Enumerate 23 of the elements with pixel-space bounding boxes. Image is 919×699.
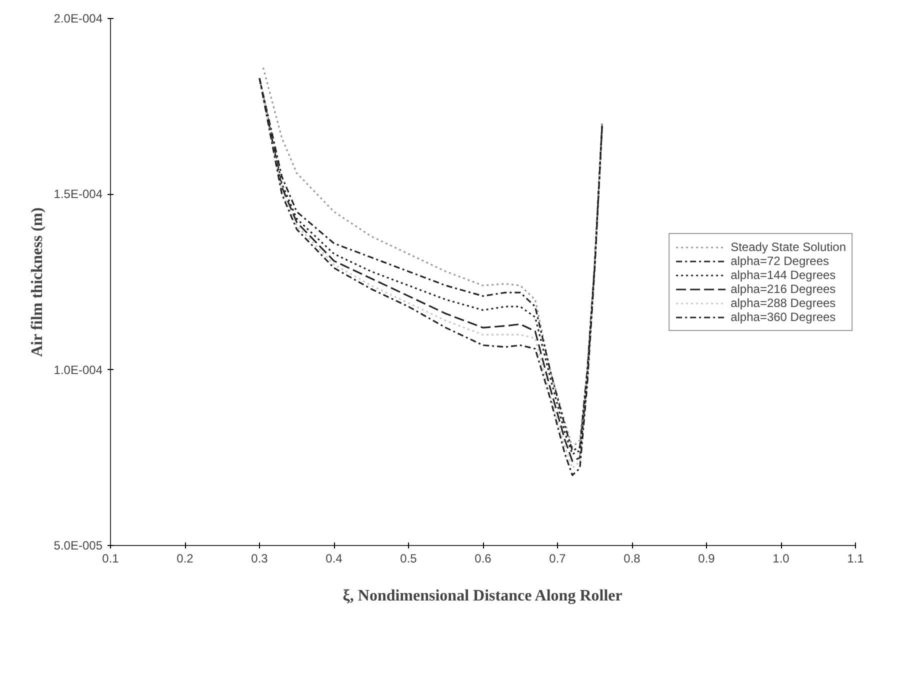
x-tick-label: 0.4 bbox=[326, 552, 343, 566]
x-tick-label: 0.9 bbox=[698, 552, 716, 566]
x-tick-label: 0.2 bbox=[176, 552, 194, 566]
x-tick-label: 0.6 bbox=[474, 552, 492, 566]
x-tick-label: 0.5 bbox=[400, 552, 418, 566]
x-tick-label: 0.8 bbox=[624, 552, 641, 566]
x-tick-label: 0.7 bbox=[549, 552, 566, 566]
y-tick-label: 2.0E-004 bbox=[54, 12, 103, 26]
x-tick-label: 0.1 bbox=[102, 552, 120, 566]
legend-label: alpha=144 Degrees bbox=[730, 268, 836, 282]
legend-label: alpha=72 Degrees bbox=[730, 254, 829, 268]
y-tick-label: 1.5E-004 bbox=[54, 187, 103, 202]
x-axis-title: ξ, Nondimensional Distance Along Roller bbox=[342, 588, 622, 604]
y-axis-title: Air film thickness (m) bbox=[28, 207, 46, 357]
legend-label: alpha=216 Degrees bbox=[730, 282, 836, 296]
legend-label: alpha=360 Degrees bbox=[730, 310, 836, 324]
y-tick-label: 5.0E-005 bbox=[54, 538, 103, 552]
x-tick-label: 1.0 bbox=[772, 552, 790, 566]
x-tick-label: 1.1 bbox=[847, 552, 864, 566]
y-tick-label: 1.0E-004 bbox=[54, 362, 103, 377]
legend-label: alpha=288 Degrees bbox=[730, 296, 836, 310]
x-tick-label: 0.3 bbox=[251, 552, 268, 566]
legend-label: Steady State Solution bbox=[730, 240, 846, 254]
